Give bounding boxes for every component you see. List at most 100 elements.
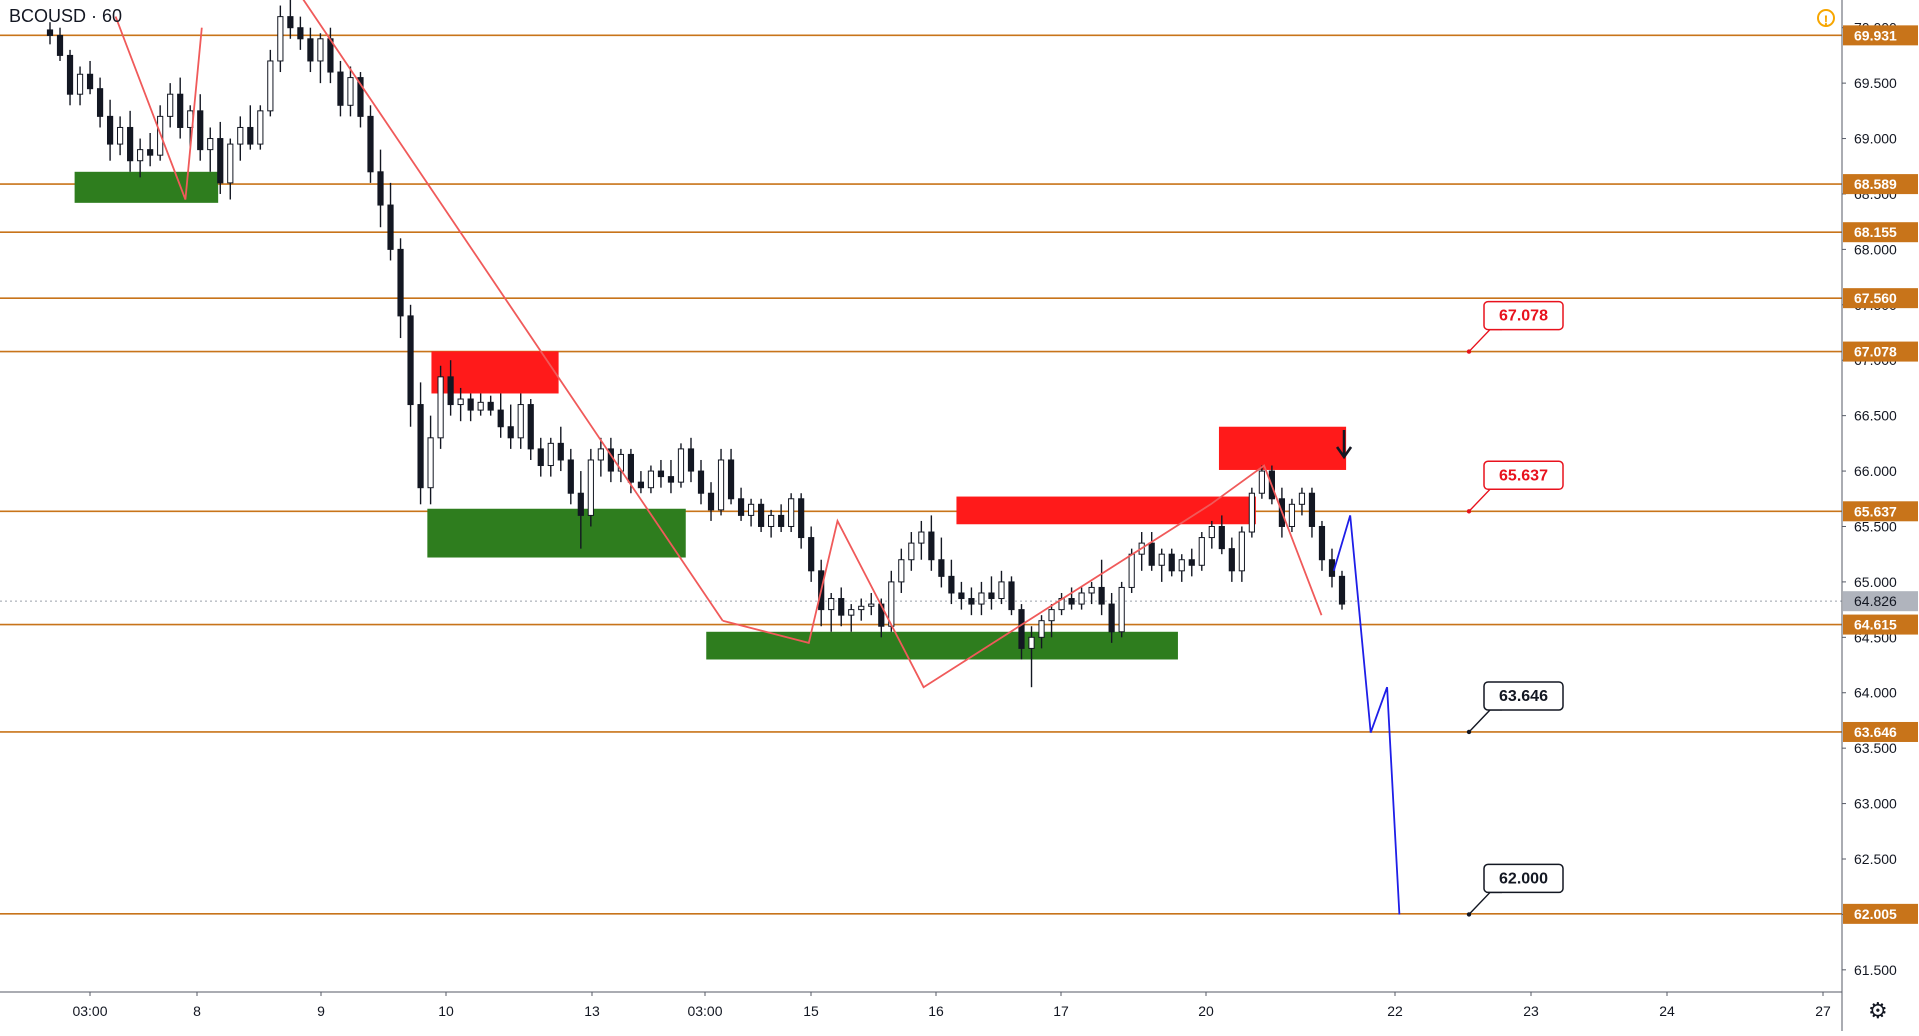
candle-body xyxy=(808,537,815,572)
level-price-tag xyxy=(1843,341,1918,362)
candle-body xyxy=(477,401,484,411)
candle-body xyxy=(567,459,574,494)
candle-body xyxy=(737,498,745,516)
candle-body xyxy=(707,492,715,511)
candle-body xyxy=(657,470,665,478)
candle-body xyxy=(487,401,494,411)
candle-body xyxy=(96,88,104,117)
time-tick-label: 13 xyxy=(584,1003,600,1019)
candle-body xyxy=(577,492,584,516)
time-tick-label: 10 xyxy=(438,1003,454,1019)
candle-body xyxy=(1118,586,1125,633)
candle-body xyxy=(167,93,174,117)
level-price-tag xyxy=(1843,501,1918,522)
price-tick-label: 64.000 xyxy=(1854,685,1897,701)
price-tick-label: 69.000 xyxy=(1854,131,1897,147)
level-price-label: 67.078 xyxy=(1854,344,1897,360)
support-zone xyxy=(427,508,686,558)
candle-body xyxy=(1258,470,1265,494)
level-price-tag xyxy=(1843,174,1918,195)
level-price-label: 62.005 xyxy=(1854,906,1897,922)
symbol-separator: · xyxy=(91,6,103,26)
candle-body xyxy=(1008,581,1015,611)
candle-body xyxy=(457,398,464,406)
callout-anchor xyxy=(1466,729,1472,735)
candle-body xyxy=(217,138,224,184)
candle-body xyxy=(1158,553,1165,566)
time-tick-label: 16 xyxy=(928,1003,944,1019)
time-tick-label: 9 xyxy=(317,1003,325,1019)
candle-body xyxy=(1168,553,1175,572)
candle-body xyxy=(437,376,444,439)
candle-body xyxy=(337,71,344,106)
wave-line xyxy=(1332,515,1401,915)
level-price-tag xyxy=(1843,721,1918,742)
wave-line xyxy=(302,0,724,622)
candle-body xyxy=(427,437,434,489)
candle-body xyxy=(948,575,955,594)
candle-body xyxy=(828,598,835,611)
candle-body xyxy=(1308,492,1316,527)
candle-body xyxy=(1188,559,1195,566)
time-tick-label: 20 xyxy=(1198,1003,1214,1019)
candle-body xyxy=(417,404,424,489)
time-tick-label: 27 xyxy=(1815,1003,1831,1019)
candle-body xyxy=(46,29,54,36)
callout-label: 62.000 xyxy=(1499,870,1548,887)
price-tick-label: 61.500 xyxy=(1854,962,1897,978)
candle-body xyxy=(637,481,645,489)
candle-body xyxy=(557,442,564,461)
candle-body xyxy=(998,581,1005,600)
candle-body xyxy=(197,110,204,151)
price-tick-label: 65.500 xyxy=(1854,518,1897,534)
callout-anchor xyxy=(1466,509,1472,514)
candle-body xyxy=(1128,553,1135,588)
gear-icon[interactable]: ⚙ xyxy=(1868,998,1888,1023)
candle-body xyxy=(988,592,995,600)
callout-label: 67.078 xyxy=(1499,308,1548,325)
candle-body xyxy=(1078,592,1085,605)
candle-body xyxy=(207,138,214,151)
candle-body xyxy=(66,54,74,95)
candle-body xyxy=(497,409,504,428)
candle-body xyxy=(517,404,524,439)
symbol-label: BCOUSD · 60 xyxy=(9,6,122,27)
candle-body xyxy=(147,149,154,156)
price-tick-label: 62.500 xyxy=(1854,851,1897,867)
candle-body xyxy=(56,34,64,56)
candle-body xyxy=(1038,620,1045,638)
time-tick-label: 03:00 xyxy=(72,1003,107,1019)
warning-icon[interactable]: ! xyxy=(1817,9,1835,28)
interval-label: 60 xyxy=(102,6,123,26)
level-price-tag xyxy=(1843,25,1918,46)
level-price-label: 67.560 xyxy=(1854,290,1897,306)
wave-line xyxy=(114,16,203,200)
candle-body xyxy=(918,531,925,544)
callout-anchor xyxy=(1466,349,1472,354)
price-tick-label: 63.500 xyxy=(1854,740,1897,756)
level-price-tag xyxy=(1843,288,1918,309)
candle-body xyxy=(908,542,915,561)
candle-body xyxy=(277,16,284,62)
candle-body xyxy=(647,470,655,489)
candle-body xyxy=(1098,586,1105,605)
support-zone xyxy=(706,631,1178,660)
candle-body xyxy=(858,605,865,611)
candle-body xyxy=(1248,492,1255,533)
price-tick-label: 66.000 xyxy=(1854,463,1897,479)
candle-body xyxy=(1148,542,1155,566)
candle-body xyxy=(1288,503,1296,527)
candle-body xyxy=(287,16,294,29)
level-price-label: 63.646 xyxy=(1854,724,1897,740)
candle-body xyxy=(177,93,184,128)
candle-body xyxy=(1108,603,1115,633)
callout-anchor xyxy=(1466,912,1472,917)
callout-label: 65.637 xyxy=(1499,467,1548,484)
candle-body xyxy=(758,503,765,527)
level-price-label: 68.589 xyxy=(1854,176,1897,192)
candle-body xyxy=(1318,525,1326,561)
candle-body xyxy=(1338,575,1346,605)
candle-body xyxy=(537,448,544,467)
